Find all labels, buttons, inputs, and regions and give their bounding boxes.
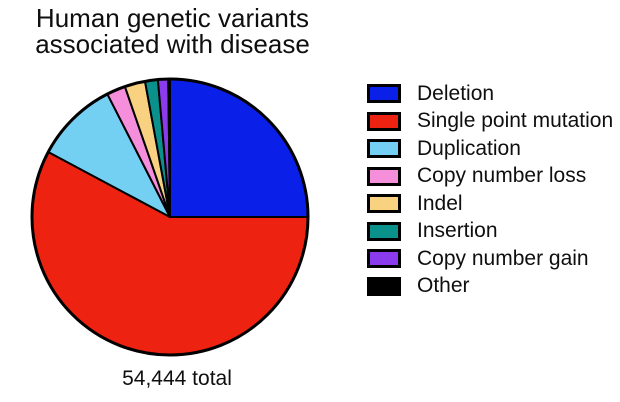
legend-label: Deletion <box>417 81 495 105</box>
legend-label: Copy number gain <box>417 246 589 270</box>
pie-chart <box>30 77 310 357</box>
legend-label: Other <box>417 274 470 298</box>
legend-label: Copy number loss <box>417 164 587 188</box>
legend-label: Insertion <box>417 219 498 243</box>
legend: Deletion Single point mutation Duplication… <box>367 80 613 300</box>
legend-swatch-icon <box>367 111 401 131</box>
legend-swatch-icon <box>367 139 401 159</box>
legend-swatch-icon <box>367 276 401 296</box>
chart-title-line1: Human genetic variants <box>35 3 310 33</box>
legend-row-deletion: Deletion <box>367 80 613 108</box>
legend-row-copy-number-loss: Copy number loss <box>367 163 613 191</box>
total-caption: 54,444 total <box>122 367 232 390</box>
legend-row-indel: Indel <box>367 190 613 218</box>
legend-swatch-icon <box>367 194 401 214</box>
chart-title-line2: associated with disease <box>35 29 310 59</box>
legend-row-copy-number-gain: Copy number gain <box>367 245 613 273</box>
chart-title: Human genetic variants associated with d… <box>0 5 345 57</box>
legend-row-insertion: Insertion <box>367 218 613 246</box>
legend-row-other: Other <box>367 273 613 301</box>
pie-slice-deletion <box>169 78 309 218</box>
legend-row-single-point-mutation: Single point mutation <box>367 108 613 136</box>
legend-label: Duplication <box>417 136 521 160</box>
legend-swatch-icon <box>367 166 401 186</box>
legend-swatch-icon <box>367 249 401 269</box>
legend-label: Indel <box>417 191 463 215</box>
legend-label: Single point mutation <box>417 109 614 133</box>
legend-swatch-icon <box>367 84 401 104</box>
legend-swatch-icon <box>367 221 401 241</box>
legend-row-duplication: Duplication <box>367 135 613 163</box>
pie-outline <box>30 77 310 357</box>
